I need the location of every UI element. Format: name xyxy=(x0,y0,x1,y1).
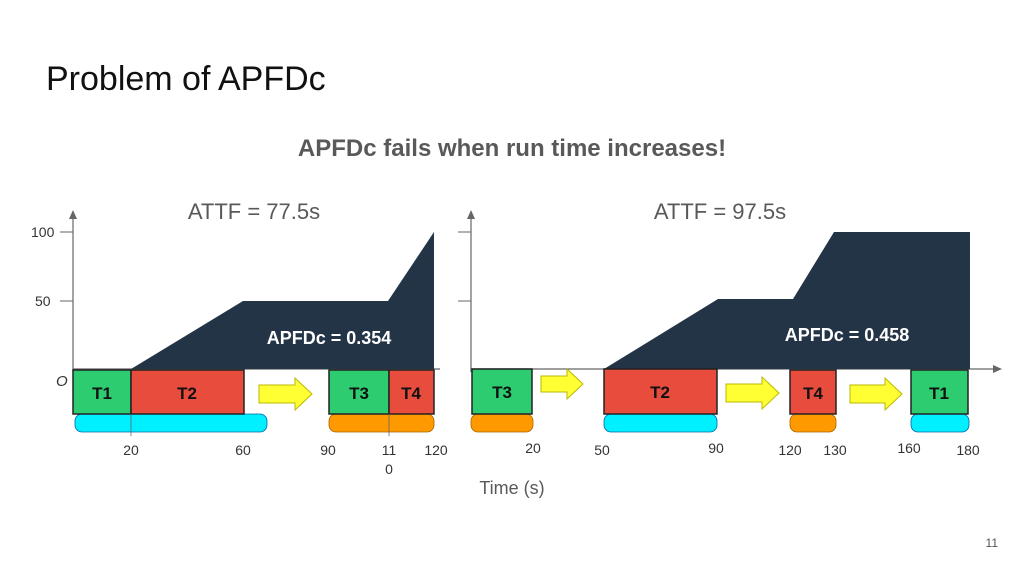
y-label-100: 100 xyxy=(31,224,55,240)
y-label-50: 50 xyxy=(35,293,51,309)
right-yellow-arrow-1 xyxy=(540,367,584,401)
slide-title: Problem of APFDc xyxy=(46,60,326,98)
right-block-t3 xyxy=(471,368,533,415)
right-attf: ATTF = 97.5s xyxy=(654,199,786,224)
right-x-90: 90 xyxy=(708,440,724,456)
right-x-20: 20 xyxy=(525,440,541,456)
right-x-120: 120 xyxy=(778,442,802,458)
left-y-axis-arrow xyxy=(69,210,77,219)
left-x-20: 20 xyxy=(123,442,139,458)
left-cumulative-area xyxy=(131,232,434,369)
right-yellow-arrow-2 xyxy=(725,375,780,411)
left-yellow-arrow xyxy=(258,376,313,412)
left-label-t2: T2 xyxy=(177,384,197,403)
right-block-t1 xyxy=(910,369,969,415)
slide-number: 11 xyxy=(985,536,998,550)
x-axis-label: Time (s) xyxy=(479,478,544,498)
right-label-t2: T2 xyxy=(650,383,670,402)
left-attf: ATTF = 77.5s xyxy=(188,199,320,224)
right-x-130: 130 xyxy=(823,442,847,458)
left-label-t4: T4 xyxy=(401,384,421,403)
right-x-50: 50 xyxy=(594,442,610,458)
left-x-90: 90 xyxy=(320,442,336,458)
left-cyan-bar xyxy=(74,413,268,433)
right-block-t2 xyxy=(603,368,718,415)
left-x-110-a: 11 xyxy=(382,442,397,458)
right-label-t1: T1 xyxy=(929,384,949,403)
left-x-120: 120 xyxy=(424,442,448,458)
right-apfdc: APFDc = 0.458 xyxy=(785,325,910,345)
left-block-t3 xyxy=(328,369,390,415)
left-block-t2 xyxy=(130,369,245,415)
right-cyan-bar-1 xyxy=(603,413,718,433)
right-x-180: 180 xyxy=(956,442,980,458)
left-block-t4 xyxy=(388,369,435,415)
right-label-t4: T4 xyxy=(803,384,823,403)
right-block-t4 xyxy=(789,369,837,415)
right-yellow-arrow-3 xyxy=(849,376,903,412)
left-label-t1: T1 xyxy=(92,384,112,403)
right-cyan-bar-2 xyxy=(910,413,970,433)
left-orange-bar xyxy=(328,413,435,433)
left-x-60: 60 xyxy=(235,442,251,458)
right-label-t3: T3 xyxy=(492,383,512,402)
origin-label: O xyxy=(56,373,68,390)
left-label-t3: T3 xyxy=(349,384,369,403)
right-y-axis-arrow xyxy=(467,210,475,219)
right-cumulative-area xyxy=(604,232,970,369)
left-apfdc: APFDc = 0.354 xyxy=(267,328,392,348)
right-x-axis-arrow xyxy=(993,365,1002,373)
slide-subtitle: APFDc fails when run time increases! xyxy=(297,135,727,162)
right-x-160: 160 xyxy=(897,440,921,456)
left-x-110-b: 0 xyxy=(385,461,393,477)
right-orange-bar-1 xyxy=(470,413,534,433)
right-orange-bar-2 xyxy=(789,413,837,433)
